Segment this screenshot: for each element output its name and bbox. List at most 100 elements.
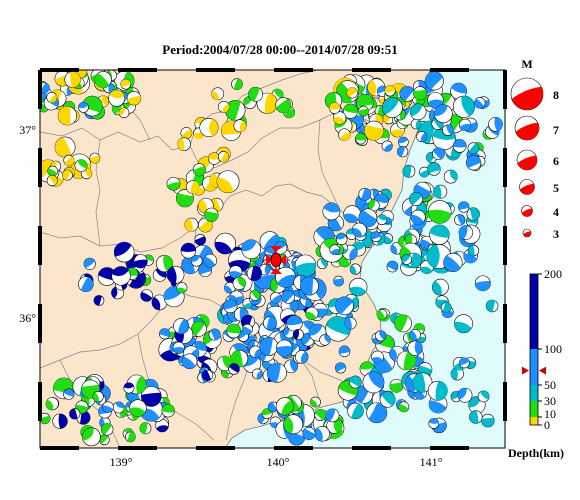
focal-mechanism-icon — [126, 90, 142, 106]
focal-mechanism-icon — [458, 225, 474, 240]
focal-mechanism-icon — [267, 401, 279, 413]
focal-mechanism-icon — [93, 295, 105, 306]
focal-mechanism-icon — [61, 169, 73, 181]
focal-mechanism-icon — [419, 166, 430, 178]
mag-label-3: 3 — [553, 227, 559, 241]
focal-mechanism-icon — [208, 328, 221, 341]
focal-mechanism-icon — [401, 254, 413, 265]
focal-mechanism-icon — [413, 86, 428, 101]
focal-mechanism-icon — [432, 147, 445, 161]
focal-mechanism-icon — [349, 263, 362, 275]
focal-mechanism-icon — [133, 254, 148, 269]
focal-mechanism-icon — [349, 277, 368, 297]
focal-mechanism-icon — [172, 341, 185, 354]
focal-mechanism-icon — [251, 368, 263, 380]
map-area[interactable] — [28, 63, 505, 448]
focal-mechanism-icon — [314, 426, 330, 442]
mag-label-6: 6 — [553, 154, 559, 168]
focal-mechanism-icon — [46, 175, 58, 187]
mag-label-5: 5 — [553, 181, 559, 195]
focal-mechanism-icon — [230, 349, 249, 368]
mag-label-7: 7 — [553, 123, 559, 137]
magnitude-legend-icon — [514, 115, 540, 141]
focal-mechanism-icon — [211, 87, 225, 101]
focal-mechanism-icon — [481, 413, 495, 428]
focal-mechanism-icon — [488, 116, 503, 132]
focal-mechanism-icon — [424, 71, 444, 91]
page-title: Period:2004/07/28 00:00--2014/07/28 09:5… — [162, 42, 398, 57]
focal-mechanism-icon — [362, 371, 385, 394]
lat-label-36: 36° — [19, 311, 36, 325]
focal-mechanism-icon — [376, 214, 388, 225]
focal-mechanism-icon — [399, 85, 416, 102]
focal-mechanism-icon — [294, 350, 309, 364]
focal-mechanism-icon — [384, 85, 396, 97]
focal-mechanism-icon — [249, 289, 261, 301]
focal-mechanism-icon — [69, 408, 81, 420]
focal-mechanism-icon — [410, 118, 422, 130]
focal-mechanism-icon — [166, 176, 181, 191]
focal-mechanism-icon — [226, 323, 242, 339]
depth-marker-icon — [522, 366, 546, 375]
focal-mechanism-icon — [281, 290, 295, 304]
focal-mechanism-icon — [322, 202, 341, 221]
focal-mechanism-icon — [394, 314, 412, 333]
focal-mechanism-icon — [433, 184, 448, 199]
focal-mechanism-icon — [248, 86, 264, 102]
depth-tick-0: 0 — [544, 418, 550, 432]
focal-mechanism-icon — [328, 102, 341, 114]
focal-mechanism-icon — [319, 334, 331, 346]
focal-mechanism-icon — [166, 265, 185, 284]
focal-mechanism-icon — [192, 163, 206, 177]
focal-mechanism-icon — [263, 316, 277, 330]
focal-mechanism-icon — [465, 155, 482, 171]
focal-mechanism-icon — [434, 104, 453, 124]
depth-axis-label: Depth(km) — [508, 446, 564, 460]
magnitude-legend-icon — [510, 77, 544, 111]
focal-mechanism-icon — [125, 431, 136, 443]
focal-mechanism-icon — [47, 165, 58, 177]
focal-mechanism-icon — [111, 266, 131, 286]
focal-mechanism-icon — [204, 207, 219, 222]
focal-mechanism-icon — [228, 265, 243, 279]
focal-mechanism-icon — [469, 410, 483, 424]
focal-mechanism-icon — [466, 207, 480, 221]
focal-mechanism-icon — [283, 414, 304, 435]
focal-mechanism-icon — [429, 224, 450, 245]
focal-mechanism-layer — [40, 70, 503, 447]
focal-mechanism-icon — [92, 391, 104, 403]
focal-mechanism-icon — [442, 124, 454, 136]
focal-mechanism-icon — [428, 418, 440, 429]
focal-mechanism-icon — [386, 260, 399, 273]
focal-mechanism-icon — [440, 302, 452, 313]
magnitude-legend-icon — [516, 149, 538, 171]
main-shock-icon[interactable] — [262, 246, 290, 274]
focal-mechanism-icon — [443, 169, 458, 184]
focal-mechanism-icon — [241, 323, 253, 335]
focal-mechanism-icon — [371, 350, 384, 364]
focal-mechanism-icon — [410, 209, 426, 225]
focal-mechanism-icon — [292, 329, 304, 341]
focal-mechanism-icon — [329, 244, 341, 256]
focal-mechanism-icon — [427, 162, 441, 176]
lon-label-141: 141° — [420, 455, 443, 469]
focal-mechanism-icon — [118, 107, 130, 119]
focal-mechanism-icon — [89, 152, 101, 164]
focal-mechanism-icon — [129, 399, 147, 417]
focal-mechanism-icon — [382, 233, 394, 245]
focal-mechanism-icon — [358, 187, 372, 201]
focal-mechanism-icon — [459, 357, 470, 369]
focal-mechanism-icon — [416, 131, 428, 143]
focal-mechanism-icon — [74, 159, 88, 173]
focal-mechanism-icon — [180, 242, 197, 259]
focal-mechanism-icon — [40, 82, 50, 94]
depth-colorbar — [529, 273, 542, 426]
focal-mechanism-icon — [102, 401, 114, 413]
depth-tick-50: 50 — [544, 378, 556, 392]
focal-mechanism-icon — [396, 350, 417, 371]
focal-mechanism-icon — [201, 369, 214, 381]
focal-mechanism-icon — [342, 103, 358, 119]
focal-mechanism-icon — [389, 378, 404, 393]
focal-mechanism-icon — [259, 337, 279, 356]
